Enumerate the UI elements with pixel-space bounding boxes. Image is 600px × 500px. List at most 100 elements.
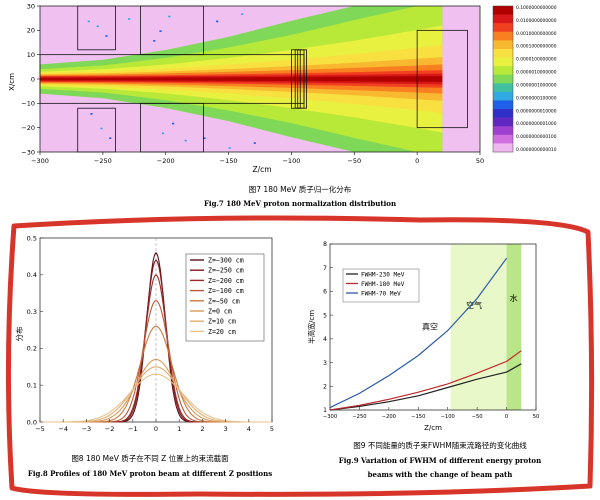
- fig8-legend-label: Z=−100 cm: [208, 287, 244, 295]
- fig7-colorbar-swatch: [493, 23, 513, 33]
- fig8-x-tick-label: 1: [177, 425, 181, 433]
- fig7-y-tick-label: 20: [27, 27, 35, 35]
- fig7-colorbar-label: 0.0000000100000: [516, 95, 557, 101]
- fig9-x-tick-label: −300: [323, 414, 337, 420]
- fig7-scatter-speck: [96, 25, 99, 28]
- fig9-series-line: [329, 257, 508, 409]
- fig9-legend-label: FWHM-180 MeV: [361, 281, 405, 288]
- fig7-x-ticks: −300 −250 −200 −150 −100 −50 0 50: [31, 152, 484, 165]
- fig9-y-tick-label: 7: [323, 265, 327, 272]
- fig9-x-tick-label: −100: [441, 414, 455, 420]
- fig7-plate-3: [297, 49, 307, 109]
- fig7-scatter-speck: [184, 139, 187, 142]
- fig8-x-tick-label: −2: [105, 425, 115, 433]
- fig7-colorbar-swatch: [493, 40, 513, 50]
- fig7-colorbar-swatch: [493, 126, 513, 136]
- fig9-y-ticks: 1 2 3 4 5 6 7 8: [323, 241, 333, 414]
- fig7-colorbar-swatch: [493, 74, 513, 84]
- fig7-colorbar-swatch: [493, 134, 513, 144]
- fig7-colorbar-swatch: [493, 31, 513, 41]
- fig7-caption-cn: 图7 180 MeV 质子归一化分布: [249, 184, 352, 194]
- fig7-colorbar-swatch: [493, 117, 513, 127]
- fig9-region-3: [506, 244, 522, 410]
- fig8-legend-label: Z=0 cm: [208, 308, 232, 316]
- fig8-legend: Z=−300 cm Z=−250 cm Z=−200 cm Z=−100 cm Z=−5…: [185, 253, 265, 342]
- fig7-scatter-speck: [161, 132, 165, 135]
- fig7-colorbar-label: 0.0000000010000: [516, 108, 557, 114]
- fig8-y-axis-label: 分布: [14, 326, 24, 341]
- fig8-series-line: [40, 373, 272, 423]
- fig9-fwhm-chart: 真空 空气 水 −300 −250 −200 −150 −100 −50 0 50 1 2 3 4 5 6 7…: [307, 241, 541, 479]
- fig9-x-tick-label: −150: [411, 414, 425, 420]
- fig7-scatter-speck: [109, 137, 112, 139]
- fig7-colorbar-swatch: [493, 48, 513, 58]
- fig7-colorbar-label: 0.0010000000000: [516, 31, 557, 37]
- fig7-scatter-speck: [172, 122, 175, 125]
- red-annotation-outline: [5, 215, 595, 497]
- fig8-x-ticks: −5 −4 −3 −2 −1 0 1 2 3 4 5: [35, 419, 274, 433]
- fig7-scatter-speck: [128, 18, 131, 20]
- fig7-scatter-speck: [159, 30, 162, 32]
- fig8-y-tick-label: 0.1: [27, 382, 37, 390]
- fig7-colorbar-swatch: [493, 6, 513, 15]
- fig8-x-tick-label: 4: [247, 425, 251, 433]
- fig7-y-tick-label: −10: [21, 100, 35, 108]
- fig7-colorbar-swatch: [493, 91, 513, 101]
- fig9-legend-label: FWHM-230 MeV: [361, 271, 405, 278]
- fig8-legend-label: Z=−250 cm: [208, 267, 244, 275]
- fig7-heatmap: −300 −250 −200 −150 −100 −50 0 50 30 20 10 0 −10 −20…: [8, 2, 557, 208]
- fig9-legend: FWHM-230 MeV FWHM-180 MeV FWHM-70 MeV: [342, 268, 420, 303]
- fig9-series-line: [329, 363, 522, 411]
- fig7-scatter-speck: [216, 20, 219, 23]
- fig8-y-tick-label: 0.4: [27, 271, 37, 279]
- fig7-colorbar-label: 0.0000000001000: [516, 121, 557, 127]
- fig7-scatter-speck: [203, 137, 206, 139]
- fig8-x-tick-label: 3: [224, 425, 228, 433]
- fig7-colorbar-label: 0.0000100000000: [516, 57, 557, 63]
- fig8-legend-box: [185, 253, 265, 342]
- fig7-colorbar-label: 0.0000000000100: [516, 134, 557, 140]
- fig8-x-tick-label: 2: [200, 425, 204, 433]
- fig7-x-axis-label: Z/cm: [252, 165, 271, 174]
- fig7-scatter-speck: [241, 13, 244, 15]
- fig9-region-label: 真空: [422, 321, 438, 331]
- fig7-x-tick-label: 0: [415, 157, 419, 165]
- fig7-colorbar-swatch: [493, 143, 513, 153]
- fig8-x-tick-label: −1: [128, 425, 138, 433]
- fig7-colorbar-swatch: [493, 83, 513, 93]
- fig7-y-tick-label: 0: [31, 75, 35, 83]
- fig7-x-tick-label: 50: [476, 157, 484, 165]
- fig7-scatter-speck: [87, 20, 90, 23]
- fig8-x-tick-label: −4: [58, 425, 68, 433]
- fig8-x-tick-label: 5: [270, 425, 274, 433]
- fig7-y-ticks: 30 20 10 0 −10 −20 −30: [21, 2, 40, 156]
- fig8-profile-chart: −5 −4 −3 −2 −1 0 1 2 3 4 5 0.0 0.1 0.2 0.3 0.4 0.5 分布 Z…: [14, 234, 274, 478]
- fig9-legend-label: FWHM-70 MeV: [361, 290, 401, 297]
- fig9-y-tick-label: 6: [323, 289, 327, 296]
- fig9-x-tick-label: −250: [352, 414, 366, 420]
- fig7-colorbar-frame: [492, 5, 514, 153]
- fig9-y-tick-label: 4: [323, 336, 327, 343]
- fig7-colorbar-label: 0.0001000000000: [516, 44, 557, 50]
- fig7-x-tick-label: −100: [282, 157, 300, 165]
- fig7-y-tick-label: 10: [27, 51, 35, 59]
- fig7-colorbar-swatch: [493, 66, 513, 76]
- fig7-colorbar-label: 0.0000000000010: [516, 147, 557, 153]
- fig8-caption-cn: 图8 180 MeV 质子在不同 Z 位置上的束流截面: [71, 453, 229, 463]
- fig9-caption-en-line1: Fig.9 Variation of FWHM of different ene…: [339, 456, 541, 465]
- fig8-curves: [40, 251, 272, 423]
- fig7-x-tick-label: −150: [220, 157, 238, 165]
- fig7-colorbar: 0.1000000000000 0.0100000000000 0.00100000…: [492, 5, 557, 153]
- fig7-colorbar-label: 0.0000010000000: [516, 70, 557, 76]
- fig7-scatter-speck: [168, 15, 171, 18]
- fig7-scatter-speck: [153, 40, 156, 42]
- fig9-caption-en-line2: beams with the change of beam path: [368, 470, 513, 479]
- fig7-caption-en: Fig.7 180 MeV proton normalization distr…: [204, 199, 396, 208]
- fig8-y-tick-label: 0.0: [27, 418, 37, 426]
- fig9-region-label: 空气: [466, 300, 482, 310]
- fig7-colorbar-swatch: [493, 100, 513, 110]
- fig8-legend-label: Z=−300 cm: [208, 257, 244, 265]
- fig8-x-tick-label: −3: [82, 425, 92, 433]
- fig9-x-tick-label: 0: [505, 414, 508, 420]
